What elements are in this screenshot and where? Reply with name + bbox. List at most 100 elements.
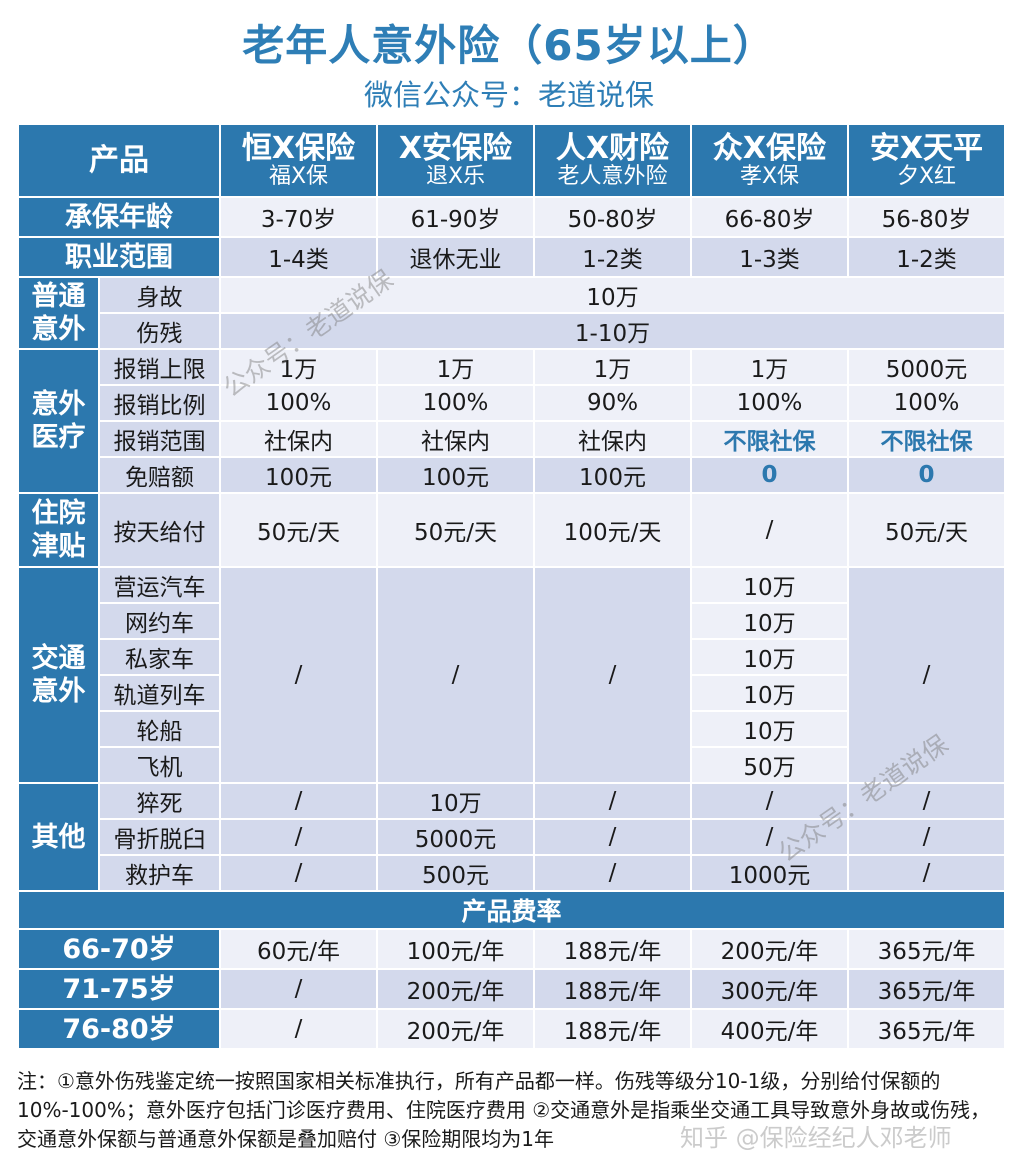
table-cell: / <box>533 854 692 892</box>
medical-deductible-row: 免赔额 100元 100元 100元 0 0 <box>18 456 1006 494</box>
row-label: 职业范围 <box>17 236 221 278</box>
table-cell: 100% <box>847 384 1006 422</box>
general-disability-row: 伤残 1-10万 <box>18 312 1006 350</box>
group-label: 普通意外 <box>17 276 100 350</box>
product-header: X安保险 退X乐 <box>376 123 535 198</box>
product-header: 安X天平 夕X红 <box>847 123 1006 198</box>
table-cell: / <box>847 818 1006 856</box>
rate-row: 71-75岁 / 200元/年 188元/年 300元/年 365元/年 <box>17 968 1006 1010</box>
table-cell: 200元/年 <box>376 968 535 1010</box>
product-header: 人X财险 老人意外险 <box>533 123 692 198</box>
traffic-row: 轨道列车 10万 <box>18 674 1005 712</box>
table-cell: / <box>847 782 1006 820</box>
table-cell: 200元/年 <box>690 928 849 970</box>
table-cell: 50元/天 <box>219 492 378 568</box>
traffic-row: 网约车 10万 <box>18 602 1005 640</box>
table-cell: 1万 <box>690 348 849 386</box>
traffic-row: 飞机 50万 <box>18 746 1005 784</box>
table-cell: / <box>219 818 378 856</box>
footnote: 注：①意外伤残鉴定统一按照国家相关标准执行，所有产品都一样。伤残等级分10-1级… <box>17 1069 991 1151</box>
table-cell: 社保内 <box>533 420 692 458</box>
table-cell: 退休无业 <box>376 236 535 278</box>
company-name: X安保险 <box>398 130 513 166</box>
table-cell: / <box>533 782 692 820</box>
traffic-row: 轮船 10万 <box>18 710 1005 748</box>
table-cell: 100元 <box>533 456 692 494</box>
table-cell: 66-80岁 <box>690 196 849 238</box>
sub-label: 私家车 <box>98 638 221 676</box>
table-cell: 100元/年 <box>376 928 535 970</box>
table-cell: 100元/天 <box>533 492 692 568</box>
company-name: 恒X保险 <box>241 130 356 166</box>
sub-label: 报销范围 <box>98 420 221 458</box>
rate-row: 76-80岁 / 200元/年 188元/年 400元/年 365元/年 <box>17 1008 1006 1050</box>
sub-label: 轨道列车 <box>98 674 221 712</box>
company-name: 人X财险 <box>555 130 670 166</box>
sub-label: 免赔额 <box>98 456 221 494</box>
medical-scope-row: 报销范围 社保内 社保内 社保内 不限社保 不限社保 <box>18 420 1006 458</box>
table-cell: 不限社保 <box>847 420 1006 458</box>
company-name: 众X保险 <box>712 130 827 166</box>
table-cell: 100% <box>219 384 378 422</box>
table-cell: 50元/天 <box>847 492 1006 568</box>
group-label: 其他 <box>17 782 100 892</box>
page-subtitle: 微信公众号：老道说保 <box>363 78 654 112</box>
row-label: 76-80岁 <box>17 1008 221 1050</box>
traffic-row: 交通意外 营运汽车 / / / 10万 / <box>17 566 1006 784</box>
table-cell: 50元/天 <box>376 492 535 568</box>
product-header: 恒X保险 福X保 <box>219 123 378 198</box>
table-cell: 500元 <box>376 854 535 892</box>
sub-label: 救护车 <box>98 854 221 892</box>
table-cell: 3-70岁 <box>219 196 378 238</box>
sub-label: 身故 <box>98 276 221 314</box>
table-cell: / <box>219 854 378 892</box>
table-cell: / <box>690 818 849 856</box>
table-cell: 10万 <box>690 566 849 604</box>
group-label: 住院津贴 <box>17 492 100 568</box>
occupation-row: 职业范围 1-4类 退休无业 1-2类 1-3类 1-2类 <box>17 236 1006 278</box>
table-cell: 188元/年 <box>533 968 692 1010</box>
product-name: 孝X保 <box>739 163 800 189</box>
table-cell: / <box>219 968 378 1010</box>
table-cell: 50万 <box>690 746 849 784</box>
table-cell: / <box>690 782 849 820</box>
sub-label: 轮船 <box>98 710 221 748</box>
table-cell: 50-80岁 <box>533 196 692 238</box>
company-name: 安X天平 <box>869 130 984 166</box>
table-cell: / <box>847 566 1006 784</box>
table-cell: / <box>533 566 692 784</box>
table-cell: 5000元 <box>376 818 535 856</box>
table-cell: 300元/年 <box>690 968 849 1010</box>
table-cell: 不限社保 <box>690 420 849 458</box>
sub-label: 报销上限 <box>98 348 221 386</box>
table-cell: 10万 <box>376 782 535 820</box>
row-label: 66-70岁 <box>17 928 221 970</box>
sub-label: 飞机 <box>98 746 221 784</box>
product-header: 众X保险 孝X保 <box>690 123 849 198</box>
medical-limit-row: 意外医疗 报销上限 1万 1万 1万 1万 5000元 <box>17 348 1006 494</box>
table-cell: 10万 <box>690 674 849 712</box>
others-row: 其他 猝死 / 10万 / / / <box>17 782 1006 892</box>
header-row: 产品 恒X保险 福X保 X安保险 退X乐 人X财险 老人意外险 众X保险 孝X保 安X天… <box>17 123 1006 198</box>
table-cell: 100元 <box>219 456 378 494</box>
table-cell: 90% <box>533 384 692 422</box>
product-name: 退X乐 <box>425 163 486 189</box>
table-cell: 200元/年 <box>376 1008 535 1050</box>
table-cell: 10万 <box>690 638 849 676</box>
table-cell: / <box>533 818 692 856</box>
table-cell: 100元 <box>376 456 535 494</box>
product-name: 夕X红 <box>896 163 957 189</box>
rates-section-title: 产品费率 <box>17 890 1006 930</box>
header-label: 产品 <box>17 123 221 198</box>
table-cell: 365元/年 <box>847 1008 1006 1050</box>
sub-label: 伤残 <box>98 312 221 350</box>
sub-label: 猝死 <box>98 782 221 820</box>
sub-label: 按天给付 <box>98 492 221 568</box>
row-label: 71-75岁 <box>17 968 221 1010</box>
sub-label: 营运汽车 <box>98 566 221 604</box>
table-cell: 1万 <box>533 348 692 386</box>
rate-row: 66-70岁 60元/年 100元/年 188元/年 200元/年 365元/年 <box>17 928 1006 970</box>
table-cell: 365元/年 <box>847 968 1006 1010</box>
table-cell: 10万 <box>690 710 849 748</box>
general-death-row: 普通意外 身故 10万 <box>17 276 1006 350</box>
